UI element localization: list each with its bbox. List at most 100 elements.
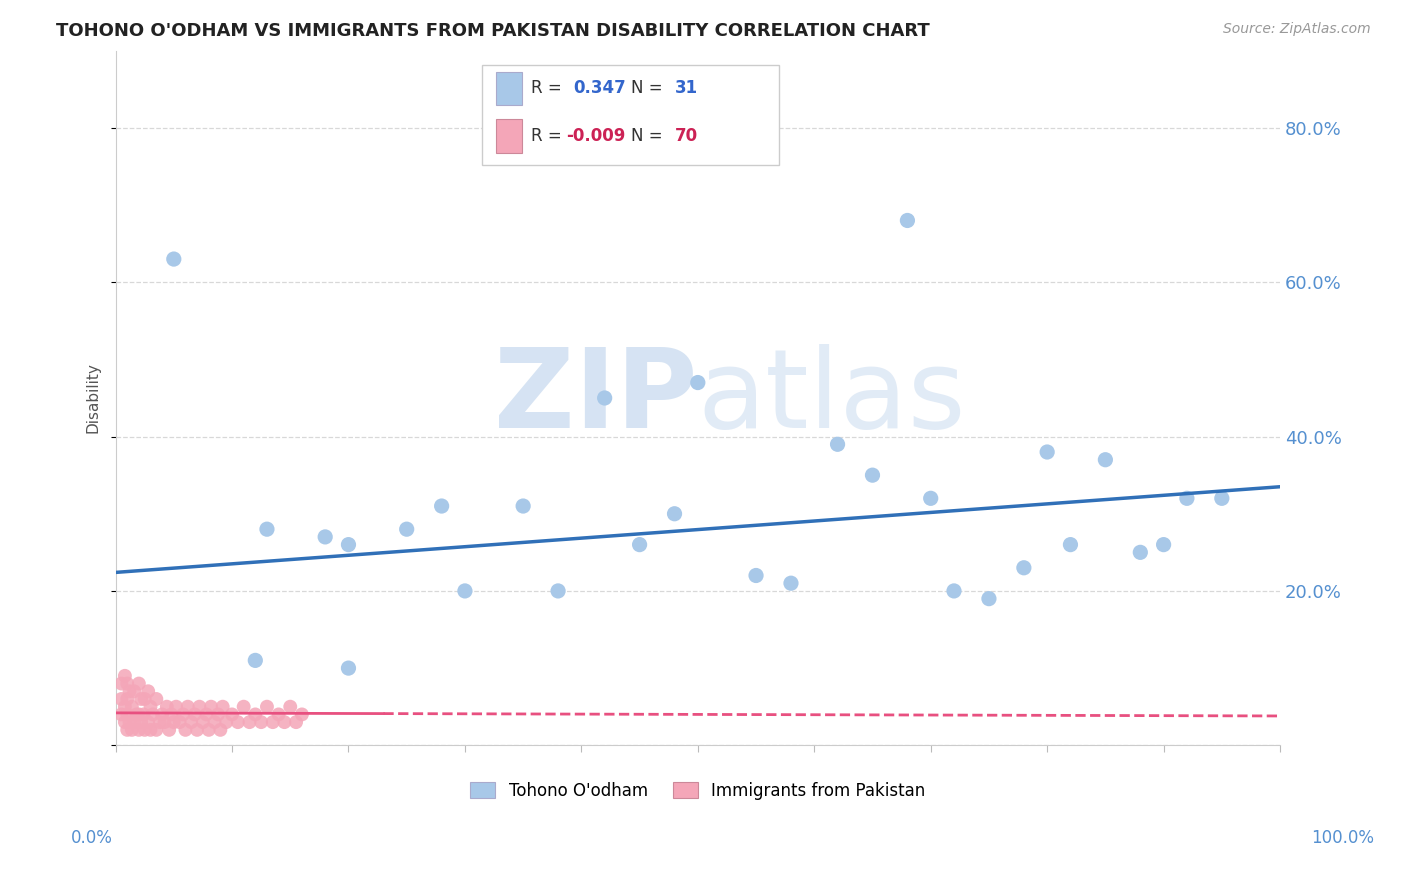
Point [267, 707, 290, 722]
Point [156, 699, 179, 714]
Point [110, 692, 132, 706]
Point [128, 723, 150, 737]
Point [160, 707, 183, 722]
Text: 100.0%: 100.0% [1312, 829, 1374, 847]
Point [943, 583, 966, 598]
Point [114, 715, 136, 730]
Point [163, 252, 186, 266]
Point [174, 723, 197, 737]
Point [115, 692, 138, 706]
Point [122, 684, 145, 698]
Point [134, 692, 156, 706]
Text: -0.009: -0.009 [567, 128, 626, 145]
Point [118, 684, 141, 698]
Text: 0.0%: 0.0% [70, 829, 112, 847]
Point [1211, 491, 1233, 506]
Point [454, 583, 477, 598]
Point [207, 707, 229, 722]
Point [125, 707, 148, 722]
Point [177, 699, 200, 714]
Point [132, 707, 155, 722]
Point [664, 507, 686, 521]
Point [129, 692, 152, 706]
FancyBboxPatch shape [482, 64, 779, 165]
Y-axis label: Disability: Disability [86, 362, 100, 434]
Point [232, 699, 254, 714]
Point [291, 707, 314, 722]
Point [163, 715, 186, 730]
Text: ZIP: ZIP [495, 344, 697, 451]
Point [136, 715, 159, 730]
Point [128, 676, 150, 690]
Point [122, 715, 145, 730]
Point [215, 715, 238, 730]
Point [1129, 545, 1152, 559]
Point [200, 699, 222, 714]
Point [547, 583, 569, 598]
Point [115, 707, 138, 722]
Point [256, 522, 278, 536]
Point [128, 707, 150, 722]
Point [115, 676, 138, 690]
Text: N =: N = [631, 79, 664, 97]
Point [250, 715, 273, 730]
Point [110, 676, 132, 690]
Point [977, 591, 1000, 606]
Point [186, 723, 208, 737]
Point [139, 699, 162, 714]
Point [245, 653, 267, 667]
Point [896, 213, 918, 227]
Point [149, 715, 172, 730]
Point [121, 699, 143, 714]
Point [745, 568, 768, 582]
Text: N =: N = [631, 128, 664, 145]
Point [245, 707, 267, 722]
Text: R =: R = [531, 79, 567, 97]
Point [780, 576, 803, 591]
Point [226, 715, 249, 730]
Text: atlas: atlas [697, 344, 966, 451]
Point [1036, 445, 1059, 459]
Point [142, 707, 165, 722]
Point [1175, 491, 1198, 506]
Point [285, 715, 308, 730]
Point [121, 723, 143, 737]
Point [118, 715, 141, 730]
Text: R =: R = [531, 128, 562, 145]
Point [114, 669, 136, 683]
Legend: Tohono O'odham, Immigrants from Pakistan: Tohono O'odham, Immigrants from Pakistan [464, 775, 932, 806]
Point [114, 699, 136, 714]
Point [172, 707, 194, 722]
Point [686, 376, 709, 390]
Text: TOHONO O'ODHAM VS IMMIGRANTS FROM PAKISTAN DISABILITY CORRELATION CHART: TOHONO O'ODHAM VS IMMIGRANTS FROM PAKIST… [56, 22, 929, 40]
Point [862, 468, 884, 483]
Point [262, 715, 284, 730]
Point [337, 661, 360, 675]
Point [1153, 538, 1175, 552]
Point [204, 715, 226, 730]
Point [115, 723, 138, 737]
Point [430, 499, 453, 513]
Point [134, 723, 156, 737]
Point [165, 699, 187, 714]
Point [221, 707, 243, 722]
Point [337, 538, 360, 552]
Point [395, 522, 418, 536]
FancyBboxPatch shape [496, 71, 522, 105]
Point [145, 723, 167, 737]
Point [150, 707, 173, 722]
Point [920, 491, 942, 506]
Point [110, 707, 132, 722]
Point [1012, 561, 1035, 575]
FancyBboxPatch shape [496, 120, 522, 153]
Point [628, 538, 651, 552]
Point [136, 684, 159, 698]
Point [184, 707, 207, 722]
Point [512, 499, 534, 513]
Point [188, 699, 211, 714]
Point [180, 715, 202, 730]
Point [273, 715, 295, 730]
Point [211, 699, 233, 714]
Point [197, 723, 219, 737]
Text: 0.347: 0.347 [574, 79, 626, 97]
